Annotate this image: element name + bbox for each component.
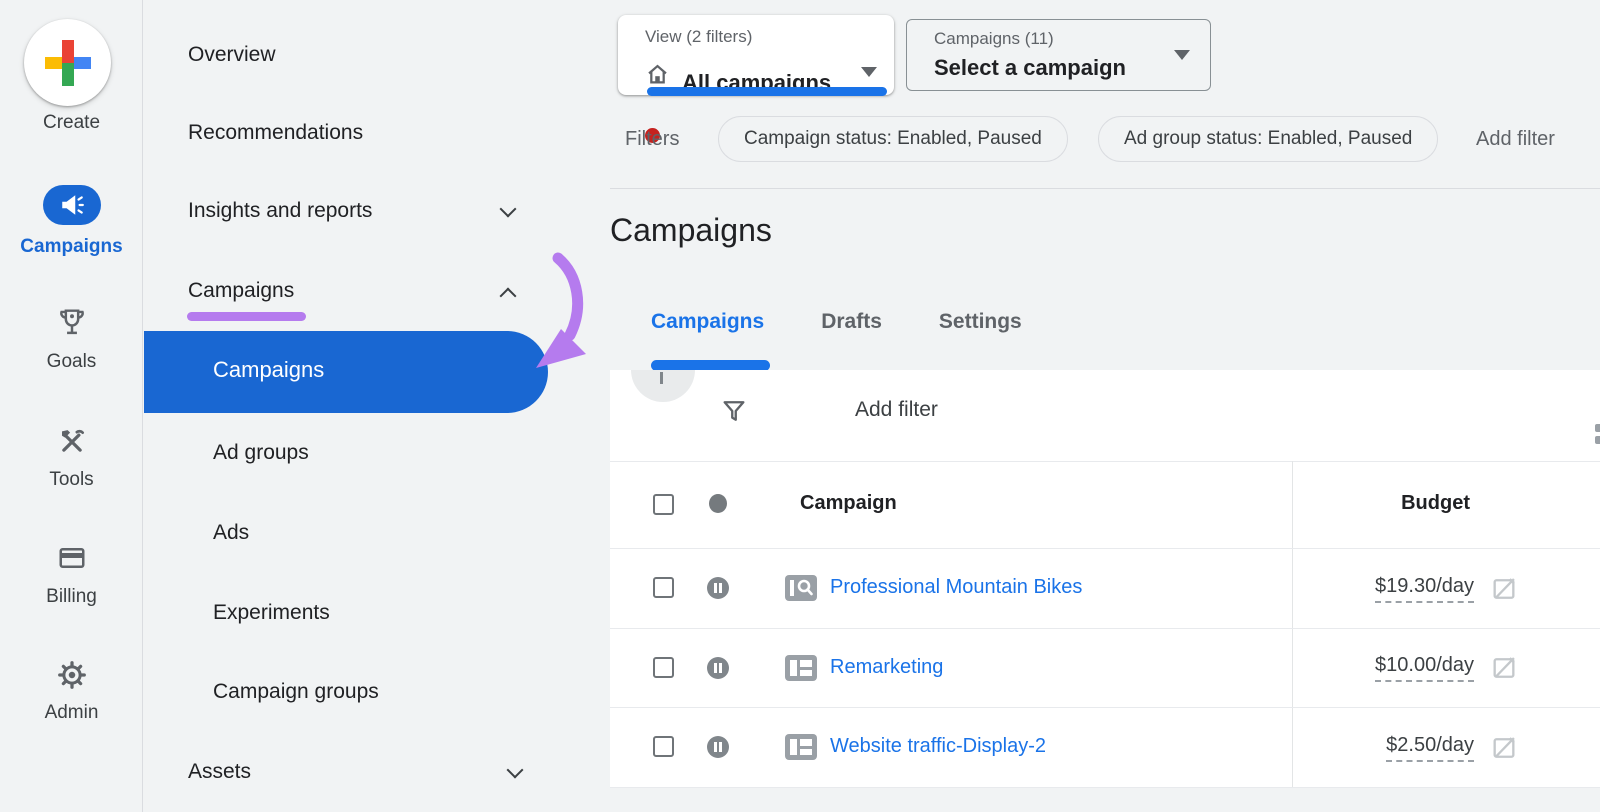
table-border xyxy=(610,707,1600,708)
edit-disabled-icon xyxy=(1493,737,1515,758)
row-checkbox[interactable] xyxy=(653,736,674,757)
filter-funnel-icon[interactable] xyxy=(720,397,748,430)
dropdown-caret-icon xyxy=(861,67,877,77)
sidebar-item-billing[interactable] xyxy=(0,538,143,578)
budget-value[interactable]: $10.00/day xyxy=(1375,654,1474,682)
status-column-icon xyxy=(709,494,727,513)
nav-item-campaigns-active-label: Campaigns xyxy=(213,357,325,382)
tools-icon xyxy=(57,422,87,462)
table-row: Website traffic-Display-2 $2.50/day xyxy=(610,707,1600,787)
view-selector-active-indicator xyxy=(647,87,887,96)
nav-item-campaigns-active[interactable]: Campaigns xyxy=(144,331,548,413)
table-add-filter-button[interactable]: Add filter xyxy=(855,398,938,421)
campaign-name-link[interactable]: Remarketing xyxy=(830,656,944,678)
add-filter-link[interactable]: Add filter xyxy=(1476,128,1555,150)
sidebar-item-goals[interactable] xyxy=(0,303,143,344)
filter-chip-campaign-status[interactable]: Campaign status: Enabled, Paused xyxy=(718,116,1068,162)
sidebar-label-goals: Goals xyxy=(46,351,97,372)
create-label: Create xyxy=(42,112,101,133)
nav-item-recommendations[interactable]: Recommendations xyxy=(188,121,364,144)
row-checkbox[interactable] xyxy=(653,577,674,598)
sidebar-item-admin[interactable] xyxy=(0,655,143,695)
nav-item-ads[interactable]: Ads xyxy=(213,521,250,544)
google-plus-icon xyxy=(44,39,91,86)
recommendations-alert-dot xyxy=(645,128,660,143)
campaign-name-link[interactable]: Website traffic-Display-2 xyxy=(830,735,1046,757)
column-header-budget[interactable]: Budget xyxy=(1401,492,1470,514)
table-row: Professional Mountain Bikes $19.30/day xyxy=(610,548,1600,628)
sidebar-item-campaigns[interactable] xyxy=(0,185,143,225)
paused-status-icon[interactable] xyxy=(707,736,729,758)
sidebar-label-campaigns: Campaigns xyxy=(20,236,123,257)
active-tab-indicator xyxy=(651,360,770,371)
chevron-up-icon[interactable] xyxy=(499,287,517,305)
column-header-campaign[interactable]: Campaign xyxy=(800,492,897,514)
edit-disabled-icon xyxy=(1493,657,1515,678)
filters-label: Filters xyxy=(625,128,680,150)
sidebar-label-billing: Billing xyxy=(46,586,97,607)
select-all-checkbox[interactable] xyxy=(653,494,674,515)
trophy-icon xyxy=(57,303,87,343)
megaphone-icon xyxy=(42,185,101,225)
display-campaign-icon xyxy=(785,734,817,765)
table-row: Remarketing $10.00/day xyxy=(610,628,1600,707)
tab-campaigns[interactable]: Campaigns xyxy=(651,310,765,333)
campaign-selector-label: Campaigns (11) xyxy=(934,29,1054,48)
create-button[interactable] xyxy=(24,19,111,106)
campaigns-table-panel: Add filter Campaign Budget Professional … xyxy=(610,370,1600,812)
campaign-name-link[interactable]: Professional Mountain Bikes xyxy=(830,576,1083,598)
paused-status-icon[interactable] xyxy=(707,657,729,679)
annotation-underline xyxy=(187,312,306,321)
chevron-down-icon[interactable] xyxy=(499,200,517,218)
nav-item-assets[interactable]: Assets xyxy=(188,760,252,783)
column-menu-icon[interactable] xyxy=(1595,436,1600,444)
nav-item-campaigns-parent[interactable]: Campaigns xyxy=(188,279,295,302)
table-border xyxy=(610,628,1600,629)
paused-status-icon[interactable] xyxy=(707,577,729,599)
campaign-selector-dropdown[interactable]: Campaigns (11) Select a campaign xyxy=(906,19,1211,91)
tab-bar: Campaigns Drafts Settings xyxy=(651,310,1022,334)
nav-item-insights-and-reports[interactable]: Insights and reports xyxy=(188,199,373,222)
row-checkbox[interactable] xyxy=(653,657,674,678)
icon-rail: Create Campaigns Goals xyxy=(0,0,143,812)
table-toolbar: Add filter xyxy=(610,370,1600,461)
scroll-indicator-handle xyxy=(660,372,663,384)
campaign-selector-value: Select a campaign xyxy=(934,55,1126,80)
home-icon xyxy=(648,64,667,84)
edit-disabled-icon xyxy=(1493,578,1515,599)
column-divider xyxy=(1292,461,1293,812)
budget-value[interactable]: $19.30/day xyxy=(1375,575,1474,603)
card-icon xyxy=(57,538,87,578)
tab-drafts[interactable]: Drafts xyxy=(821,310,882,333)
dropdown-caret-icon xyxy=(1174,50,1190,60)
sidebar-label-tools: Tools xyxy=(49,469,94,490)
tab-settings[interactable]: Settings xyxy=(938,310,1022,333)
view-selector-dropdown[interactable]: View (2 filters) All campaigns xyxy=(618,15,894,96)
view-selector-label: View (2 filters) xyxy=(645,27,753,46)
table-border xyxy=(610,548,1600,549)
page-title: Campaigns xyxy=(610,212,772,248)
table-border xyxy=(610,787,1600,788)
search-campaign-icon xyxy=(785,575,817,606)
budget-value[interactable]: $2.50/day xyxy=(1386,734,1474,762)
table-border xyxy=(610,461,1600,462)
display-campaign-icon xyxy=(785,655,817,686)
sidebar-label-admin: Admin xyxy=(44,702,99,723)
chevron-down-icon[interactable] xyxy=(506,761,524,779)
section-divider xyxy=(610,188,1600,189)
column-menu-icon[interactable] xyxy=(1595,424,1600,432)
sidebar-item-tools[interactable] xyxy=(0,422,143,462)
summary-row-partial xyxy=(610,788,1600,812)
nav-item-overview[interactable]: Overview xyxy=(188,43,276,66)
nav-item-ad-groups[interactable]: Ad groups xyxy=(213,441,309,464)
filter-chip-ad-group-status[interactable]: Ad group status: Enabled, Paused xyxy=(1098,116,1439,162)
campaigns-nav-column: Overview Recommendations Insights and re… xyxy=(144,0,660,812)
gear-icon xyxy=(57,655,87,695)
table-header-row: Campaign Budget xyxy=(610,461,1600,548)
nav-item-campaign-groups[interactable]: Campaign groups xyxy=(213,680,379,703)
nav-item-experiments[interactable]: Experiments xyxy=(213,601,330,624)
